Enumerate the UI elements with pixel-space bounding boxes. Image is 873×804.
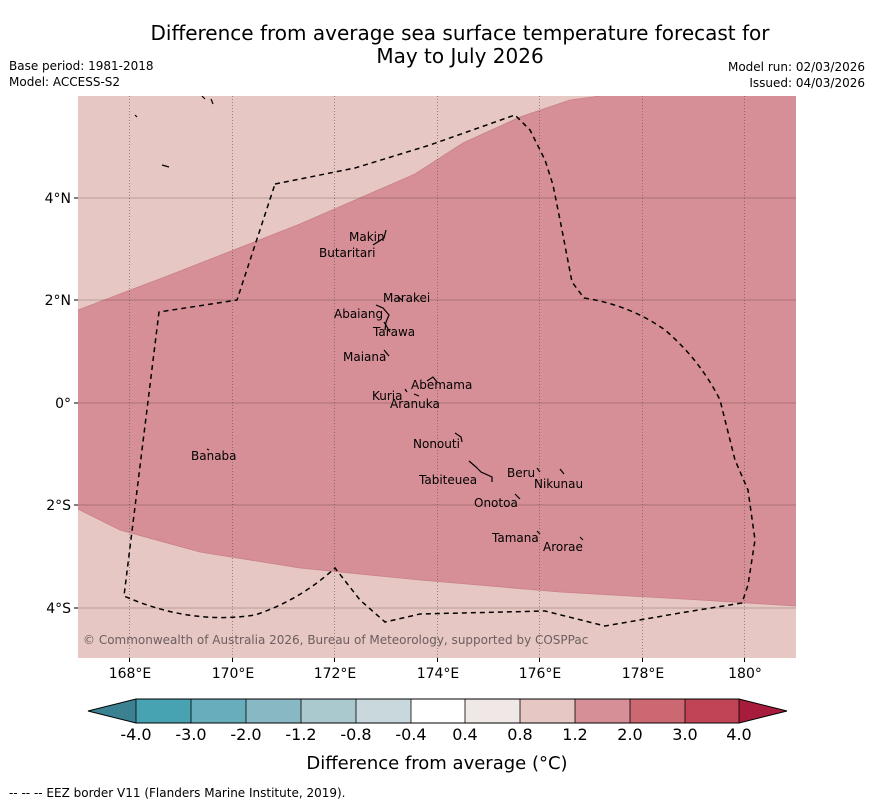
place-label: Tabiteuea — [418, 473, 477, 487]
place-label: Maiana — [343, 350, 386, 364]
colorbar-tick-label: 2.0 — [617, 725, 642, 744]
lon-tick-label: 172°E — [314, 666, 357, 682]
lon-tick-label: 168°E — [109, 666, 152, 682]
lon-axis: 168°E 170°E 172°E 174°E 176°E 178°E 180° — [109, 658, 762, 682]
base-period: Base period: 1981-2018 — [9, 59, 154, 73]
colorbar-under-arrow — [88, 699, 136, 723]
colorbar-bin — [246, 699, 301, 723]
lon-tick-label: 174°E — [417, 666, 460, 682]
place-label: Butaritari — [319, 246, 376, 260]
place-label: Abaiang — [334, 307, 383, 321]
colorbar-bin — [411, 699, 465, 723]
latitude-gridlines — [78, 197, 796, 609]
colorbar-tick-label: 1.2 — [562, 725, 587, 744]
place-label: Banaba — [191, 449, 237, 463]
place-label: Makin — [349, 230, 385, 244]
place-label: Tarawa — [372, 325, 415, 339]
colorbar-bin — [685, 699, 739, 723]
colorbar-bin — [356, 699, 411, 723]
model-run-date: Model run: 02/03/2026 — [727, 60, 865, 74]
lat-tick-label: 4°S — [46, 601, 71, 617]
colorbar-bin — [630, 699, 685, 723]
colorbar-tick-label: 4.0 — [726, 725, 751, 744]
colorbar-tick-label: -1.2 — [285, 725, 316, 744]
colorbar-tick-label: -2.0 — [230, 725, 261, 744]
colorbar-bin — [136, 699, 191, 723]
place-label: Aranuka — [390, 397, 440, 411]
graticule — [129, 96, 745, 658]
place-label: Nonouti — [413, 437, 460, 451]
island-labels: Makin Butaritari Marakei Abaiang Tarawa … — [191, 230, 583, 554]
lon-tick-label: 170°E — [212, 666, 255, 682]
colorbar-tick-label: -4.0 — [120, 725, 151, 744]
place-label: Tamana — [491, 531, 539, 545]
issued-date: Issued: 04/03/2026 — [749, 76, 865, 90]
place-label: Beru — [507, 466, 535, 480]
anomaly-band-edge — [78, 96, 796, 607]
eez-border — [123, 114, 756, 627]
lon-tick-label: 178°E — [622, 666, 665, 682]
colorbar-over-arrow — [739, 699, 787, 723]
lat-tick-label: 2°N — [45, 293, 71, 309]
copyright-notice: © Commonwealth of Australia 2026, Bureau… — [83, 633, 588, 647]
anomaly-band-1.2-2.0 — [78, 96, 796, 606]
lon-tick-label: 176°E — [519, 666, 562, 682]
colorbar-bin — [520, 699, 575, 723]
colorbar-bin — [465, 699, 520, 723]
title-line-2: May to July 2026 — [376, 44, 544, 68]
place-label: Nikunau — [534, 477, 583, 491]
place-label: Kuria — [372, 389, 403, 403]
colorbar-label: Difference from average (°C) — [306, 753, 567, 774]
lon-tick-label: 180° — [728, 666, 762, 682]
lat-tick-label: 2°S — [46, 498, 71, 514]
colorbar-tick-label: 0.4 — [452, 725, 477, 744]
map-panel: Makin Butaritari Marakei Abaiang Tarawa … — [78, 96, 796, 658]
colorbar: -4.0 -3.0 -2.0 -1.2 -0.8 -0.4 0.4 0.8 1.… — [87, 698, 788, 774]
lat-tick-label: 4°N — [45, 191, 71, 207]
colorbar-tick-label: -0.8 — [340, 725, 371, 744]
place-label: Arorae — [543, 540, 583, 554]
colorbar-bin — [575, 699, 630, 723]
colorbar-bin — [301, 699, 356, 723]
eez-footnote: -- -- -- EEZ border V11 (Flanders Marine… — [9, 786, 346, 800]
lat-axis: 4°N 2°N 0° 2°S 4°S — [45, 191, 78, 617]
place-label: Abemama — [411, 378, 472, 392]
colorbar-tick-label: 3.0 — [672, 725, 697, 744]
island-outlines — [134, 96, 584, 541]
lat-tick-label: 0° — [55, 396, 71, 412]
colorbar-bin — [191, 699, 246, 723]
title-line-1: Difference from average sea surface temp… — [150, 21, 770, 45]
place-label: Marakei — [383, 291, 430, 305]
place-label: Onotoa — [474, 496, 518, 510]
colorbar-tick-label: -3.0 — [175, 725, 206, 744]
colorbar-tick-label: 0.8 — [507, 725, 532, 744]
model-name: Model: ACCESS-S2 — [9, 75, 121, 89]
colorbar-tick-label: -0.4 — [395, 725, 426, 744]
